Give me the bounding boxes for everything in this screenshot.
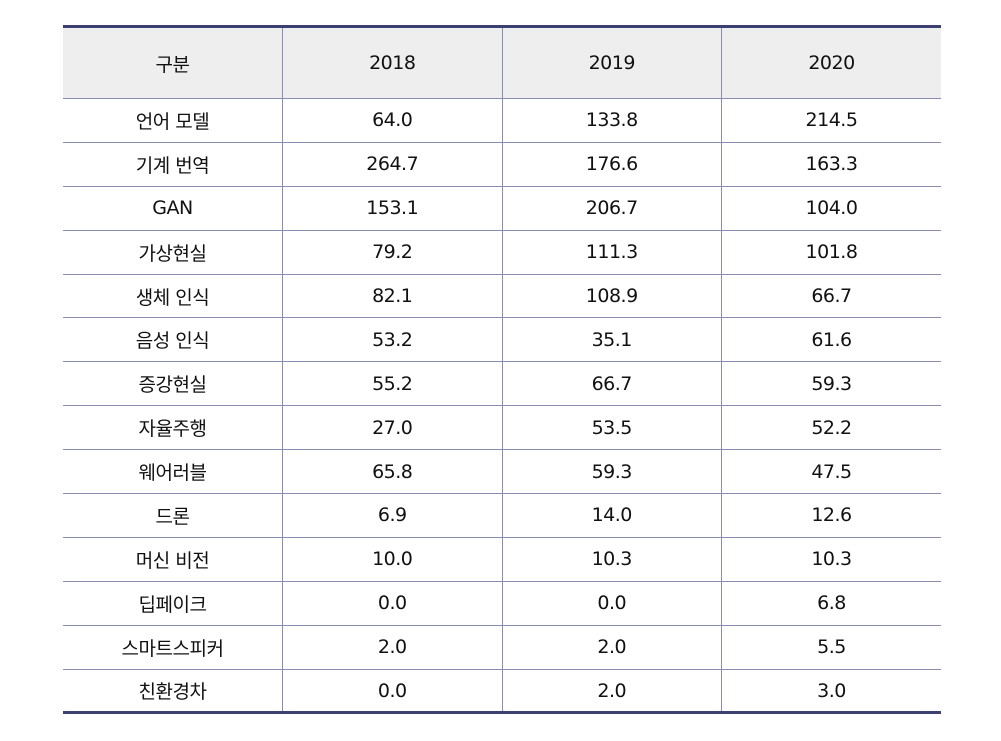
header-cell-2019: 2019 (501, 25, 722, 99)
category-cell: 증강현실 (63, 361, 283, 407)
category-cell: 친환경차 (63, 669, 283, 715)
table-row: 딥페이크 0.0 0.0 6.8 (63, 581, 941, 626)
header-cell-2018: 2018 (282, 25, 502, 99)
value-2019-cell: 2.0 (501, 669, 722, 715)
value-2019-cell: 59.3 (501, 449, 722, 495)
table-row: 드론 6.9 14.0 12.6 (63, 493, 941, 538)
value-2020-cell: 66.7 (721, 274, 941, 319)
table-row: GAN 153.1 206.7 104.0 (63, 186, 941, 231)
value-2019-cell: 53.5 (501, 405, 722, 451)
data-table: 구분 2018 2019 2020 언어 모델 64.0 133.8 214.5 기계 … (63, 25, 941, 715)
category-cell: 스마트스피커 (63, 625, 283, 670)
category-cell: 음성 인식 (63, 317, 283, 363)
value-2018-cell: 0.0 (282, 669, 502, 715)
category-cell: 머신 비전 (63, 537, 283, 582)
table-row: 머신 비전 10.0 10.3 10.3 (63, 537, 941, 582)
value-2019-cell: 14.0 (501, 493, 722, 538)
header-cell-category: 구분 (63, 25, 283, 99)
table-row: 자율주행 27.0 53.5 52.2 (63, 405, 941, 451)
value-2018-cell: 55.2 (282, 361, 502, 407)
value-2019-cell: 206.7 (501, 186, 722, 231)
value-2018-cell: 82.1 (282, 274, 502, 319)
table-row: 웨어러블 65.8 59.3 47.5 (63, 449, 941, 495)
value-2020-cell: 6.8 (721, 581, 941, 626)
value-2018-cell: 264.7 (282, 142, 502, 187)
value-2020-cell: 163.3 (721, 142, 941, 187)
value-2019-cell: 35.1 (501, 317, 722, 363)
value-2020-cell: 10.3 (721, 537, 941, 582)
table-row: 음성 인식 53.2 35.1 61.6 (63, 317, 941, 363)
category-cell: 드론 (63, 493, 283, 538)
value-2020-cell: 12.6 (721, 493, 941, 538)
value-2018-cell: 10.0 (282, 537, 502, 582)
category-cell: GAN (63, 186, 283, 231)
value-2019-cell: 66.7 (501, 361, 722, 407)
category-cell: 가상현실 (63, 230, 283, 275)
table-row: 가상현실 79.2 111.3 101.8 (63, 230, 941, 275)
category-cell: 딥페이크 (63, 581, 283, 626)
table-row: 증강현실 55.2 66.7 59.3 (63, 361, 941, 407)
header-cell-2020: 2020 (721, 25, 941, 99)
value-2020-cell: 61.6 (721, 317, 941, 363)
category-cell: 자율주행 (63, 405, 283, 451)
value-2020-cell: 59.3 (721, 361, 941, 407)
header-row: 구분 2018 2019 2020 (63, 25, 941, 99)
value-2018-cell: 65.8 (282, 449, 502, 495)
value-2019-cell: 133.8 (501, 98, 722, 143)
table-row: 생체 인식 82.1 108.9 66.7 (63, 274, 941, 319)
value-2020-cell: 47.5 (721, 449, 941, 495)
value-2019-cell: 10.3 (501, 537, 722, 582)
category-cell: 언어 모델 (63, 98, 283, 143)
table-row: 스마트스피커 2.0 2.0 5.5 (63, 625, 941, 670)
value-2020-cell: 214.5 (721, 98, 941, 143)
value-2019-cell: 0.0 (501, 581, 722, 626)
value-2020-cell: 52.2 (721, 405, 941, 451)
value-2018-cell: 2.0 (282, 625, 502, 670)
value-2018-cell: 27.0 (282, 405, 502, 451)
value-2020-cell: 3.0 (721, 669, 941, 715)
value-2018-cell: 0.0 (282, 581, 502, 626)
category-cell: 생체 인식 (63, 274, 283, 319)
value-2019-cell: 108.9 (501, 274, 722, 319)
value-2018-cell: 53.2 (282, 317, 502, 363)
value-2018-cell: 79.2 (282, 230, 502, 275)
value-2018-cell: 64.0 (282, 98, 502, 143)
value-2020-cell: 5.5 (721, 625, 941, 670)
value-2018-cell: 6.9 (282, 493, 502, 538)
value-2020-cell: 101.8 (721, 230, 941, 275)
value-2019-cell: 2.0 (501, 625, 722, 670)
value-2019-cell: 176.6 (501, 142, 722, 187)
value-2018-cell: 153.1 (282, 186, 502, 231)
table-row: 친환경차 0.0 2.0 3.0 (63, 669, 941, 715)
value-2019-cell: 111.3 (501, 230, 722, 275)
table-row: 언어 모델 64.0 133.8 214.5 (63, 98, 941, 143)
table-row: 기계 번역 264.7 176.6 163.3 (63, 142, 941, 187)
value-2020-cell: 104.0 (721, 186, 941, 231)
category-cell: 웨어러블 (63, 449, 283, 495)
category-cell: 기계 번역 (63, 142, 283, 187)
